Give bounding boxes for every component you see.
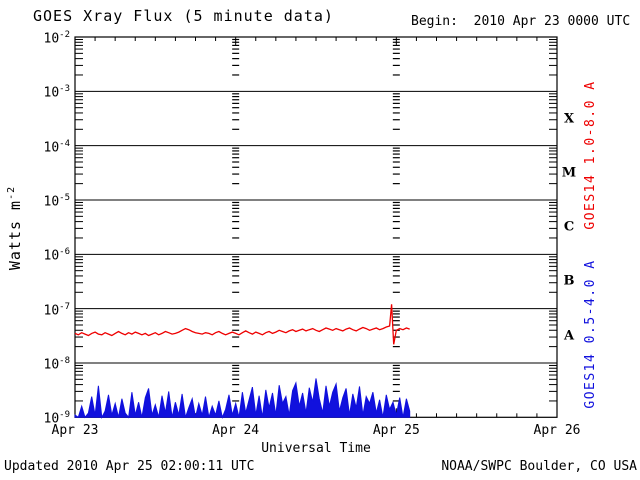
series-label-long-band: GOES14 1.0-8.0 A	[583, 80, 598, 230]
series-long-band-trace	[74, 304, 410, 345]
x-axis-tick-label: Apr 25	[372, 423, 420, 438]
flare-class-label: A	[563, 328, 575, 344]
series-short-band-trace	[74, 378, 411, 419]
flare-class-label: X	[563, 111, 575, 126]
flare-class-label: M	[561, 165, 577, 181]
y-axis-title: Watts m-2	[6, 148, 26, 308]
series-label-short-band: GOES14 0.5-4.0 A	[583, 259, 598, 409]
footer-updated-timestamp: Updated 2010 Apr 25 02:00:11 UTC	[4, 459, 255, 474]
x-axis-tick-label: Apr 23	[51, 423, 99, 438]
flare-class-label: B	[563, 273, 575, 289]
y-axis-tick-label: 10-7	[43, 301, 71, 318]
begin-timestamp: Begin: 2010 Apr 23 0000 UTC	[411, 14, 631, 29]
x-axis-title: Universal Time	[261, 441, 371, 456]
x-axis-tick-label: Apr 24	[212, 423, 260, 438]
chart-title: GOES Xray Flux (5 minute data)	[33, 7, 334, 25]
y-axis-tick-label: 10-3	[43, 84, 71, 101]
y-axis-tick-label: 10-9	[43, 410, 71, 427]
footer-source-credit: NOAA/SWPC Boulder, CO USA	[441, 459, 637, 474]
y-axis-tick-label: 10-5	[43, 192, 71, 210]
y-axis-tick-label: 10-6	[43, 247, 71, 264]
y-axis-tick-label: 10-4	[43, 138, 71, 155]
x-axis-tick-label: Apr 26	[533, 423, 581, 438]
flare-class-label: C	[563, 219, 575, 235]
y-axis-tick-label: 10-8	[43, 355, 71, 373]
y-axis-tick-label: 10-2	[43, 30, 71, 47]
